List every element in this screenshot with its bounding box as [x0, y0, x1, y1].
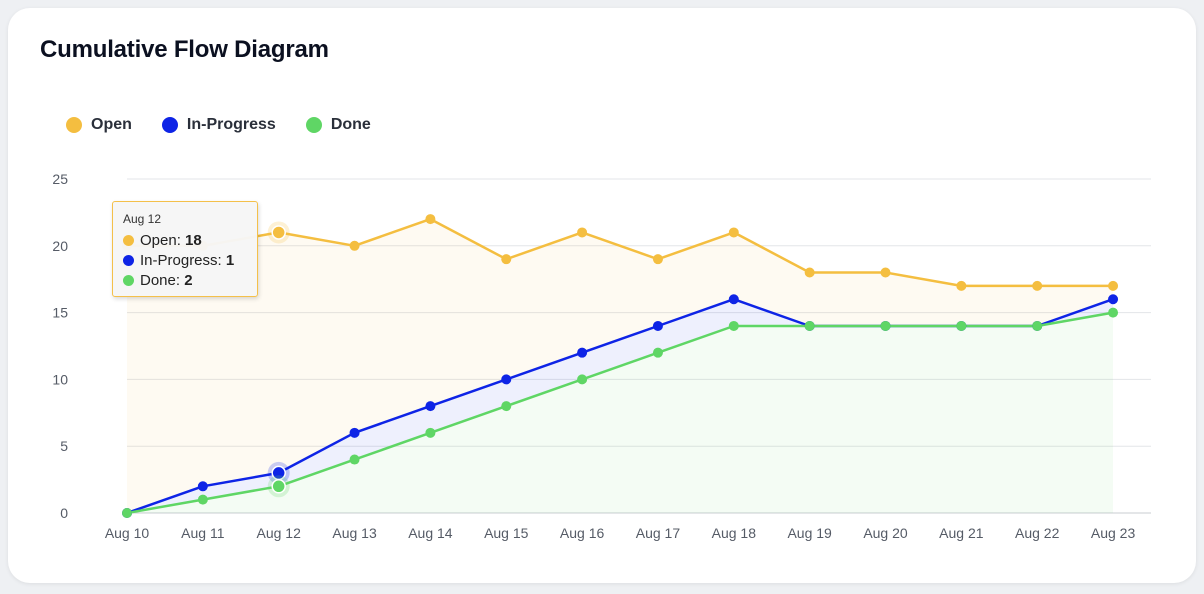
- legend-item-done[interactable]: Done: [305, 116, 371, 134]
- x-tick-label: Aug 16: [560, 525, 605, 541]
- data-point[interactable]: [425, 214, 436, 225]
- y-tick-label: 25: [52, 171, 68, 187]
- x-tick-label: Aug 15: [484, 525, 529, 541]
- tooltip-value-in-progress: 1: [225, 251, 235, 269]
- area-open: [127, 219, 1113, 513]
- legend-dot-in-progress: [161, 117, 178, 133]
- x-tick-label: Aug 22: [1015, 525, 1060, 541]
- data-point[interactable]: [425, 401, 436, 412]
- chart-title: Cumulative Flow Diagram: [40, 36, 329, 63]
- data-point[interactable]: [728, 294, 739, 305]
- data-point[interactable]: [425, 427, 436, 438]
- data-point[interactable]: [1108, 294, 1119, 305]
- data-point[interactable]: [1032, 280, 1043, 291]
- tooltip-value-done: 2: [184, 271, 193, 289]
- x-tick-label: Aug 19: [787, 525, 832, 541]
- legend-item-open[interactable]: Open: [66, 116, 132, 134]
- data-point[interactable]: [197, 481, 208, 492]
- data-point[interactable]: [880, 320, 891, 331]
- y-tick-label: 0: [60, 505, 68, 521]
- x-tick-label: Aug 21: [939, 525, 984, 541]
- x-tick-label: Aug 20: [863, 525, 908, 541]
- area-in-progress: [127, 299, 1113, 513]
- x-tick-label: Aug 13: [332, 525, 377, 541]
- data-point[interactable]: [197, 494, 208, 505]
- series-open: [127, 217, 1113, 288]
- legend-item-in-progress[interactable]: In-Progress: [161, 116, 276, 134]
- y-tick-label: 5: [60, 438, 68, 454]
- data-point[interactable]: [501, 401, 512, 412]
- y-tick-label: 20: [52, 238, 68, 254]
- chart-card: Cumulative Flow Diagram Open In-Progress…: [8, 8, 1196, 583]
- data-point[interactable]: [349, 427, 360, 438]
- data-point[interactable]: [1108, 307, 1119, 318]
- tooltip-dot-in-progress: [123, 254, 134, 266]
- y-tick-label: 15: [52, 305, 68, 321]
- x-tick-label: Aug 23: [1091, 525, 1136, 541]
- data-point[interactable]: [804, 267, 815, 278]
- x-tick-label: Aug 17: [636, 525, 681, 541]
- tooltip-row-done: Done: 2: [123, 270, 247, 290]
- chart-plot: 0 5 10 15 20 25 Aug 10 Aug 11 Aug 12 Aug 13 Aug 14…: [52, 171, 1151, 541]
- data-point-highlight[interactable]: [271, 225, 286, 240]
- tooltip-row-open: Open: 18: [123, 230, 247, 250]
- data-point[interactable]: [349, 454, 360, 465]
- data-point[interactable]: [652, 347, 663, 358]
- grid: 0 5 10 15 20 25: [52, 171, 1151, 521]
- tooltip-value-open: 18: [185, 231, 202, 249]
- x-tick-label: Aug 12: [257, 525, 302, 541]
- tooltip-label-open: Open: [140, 231, 177, 249]
- tooltip-date: Aug 12: [123, 212, 162, 226]
- tooltip: Aug 12 Open: 18 In-Progress: 1 Done: 2: [112, 201, 258, 297]
- legend-dot-done: [305, 117, 322, 133]
- tooltip-label-done: Done: [140, 271, 176, 289]
- tooltip-dot-open: [123, 234, 134, 246]
- tooltip-dot-done: [123, 274, 134, 286]
- data-point[interactable]: [1032, 320, 1043, 331]
- data-point[interactable]: [577, 227, 588, 238]
- legend-dot-open: [66, 117, 82, 133]
- data-point[interactable]: [728, 320, 739, 331]
- data-point[interactable]: [349, 240, 360, 251]
- data-point[interactable]: [956, 280, 967, 291]
- x-axis: Aug 10 Aug 11 Aug 12 Aug 13 Aug 14 Aug 15 Aug …: [105, 525, 1136, 541]
- data-point[interactable]: [577, 374, 588, 385]
- tooltip-label-in-progress: In-Progress: [140, 251, 218, 269]
- data-point[interactable]: [1108, 280, 1119, 291]
- data-point[interactable]: [501, 254, 512, 265]
- x-tick-label: Aug 14: [408, 525, 453, 541]
- x-tick-label: Aug 18: [712, 525, 757, 541]
- points-done: [122, 307, 1119, 518]
- data-point[interactable]: [956, 320, 967, 331]
- data-point[interactable]: [880, 267, 891, 278]
- points-open: [122, 214, 1119, 291]
- legend: Open In-Progress Done: [66, 116, 371, 134]
- series-line-done: [126, 311, 1114, 515]
- x-tick-label: Aug 10: [105, 525, 150, 541]
- x-tick-label: Aug 11: [181, 525, 225, 541]
- series-line-open: [127, 217, 1113, 288]
- data-point-highlight[interactable]: [271, 479, 286, 494]
- y-tick-label: 10: [52, 371, 68, 387]
- legend-label-done: Done: [330, 116, 371, 133]
- legend-label-in-progress: In-Progress: [186, 116, 276, 133]
- data-point[interactable]: [728, 227, 739, 238]
- data-point[interactable]: [122, 508, 132, 518]
- series-done: [126, 311, 1114, 515]
- data-point[interactable]: [501, 374, 512, 385]
- area-done: [127, 312, 1113, 513]
- data-point[interactable]: [804, 320, 815, 331]
- areas: [127, 219, 1113, 513]
- data-point[interactable]: [652, 320, 663, 331]
- data-point[interactable]: [577, 347, 588, 358]
- tooltip-row-in-progress: In-Progress: 1: [123, 250, 247, 270]
- legend-label-open: Open: [91, 116, 132, 133]
- data-point[interactable]: [652, 254, 663, 265]
